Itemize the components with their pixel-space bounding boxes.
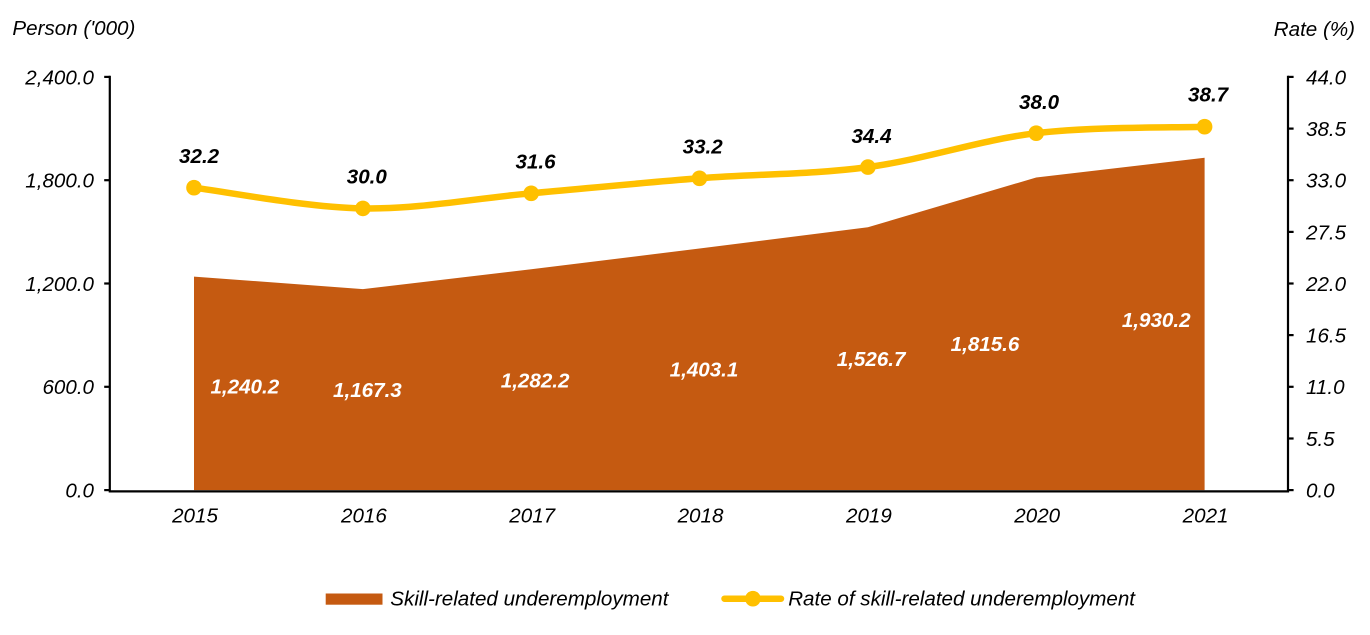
svg-text:1,282.2: 1,282.2 — [501, 369, 570, 392]
svg-text:1,815.6: 1,815.6 — [951, 333, 1020, 356]
svg-text:2016: 2016 — [340, 505, 387, 528]
svg-text:600.0: 600.0 — [42, 376, 94, 399]
svg-text:31.6: 31.6 — [515, 151, 556, 174]
svg-text:38.5: 38.5 — [1306, 118, 1347, 141]
svg-text:16.5: 16.5 — [1306, 325, 1347, 348]
svg-text:44.0: 44.0 — [1306, 66, 1347, 89]
svg-text:Skill-related underemployment: Skill-related underemployment — [390, 587, 669, 610]
svg-text:1,930.2: 1,930.2 — [1122, 309, 1191, 332]
svg-text:Rate of skill-related underemp: Rate of skill-related underemployment — [788, 587, 1136, 610]
svg-text:38.0: 38.0 — [1019, 91, 1060, 114]
svg-text:5.5: 5.5 — [1306, 428, 1335, 451]
svg-text:33.0: 33.0 — [1306, 170, 1347, 193]
svg-text:30.0: 30.0 — [347, 166, 388, 189]
svg-text:2015: 2015 — [171, 505, 218, 528]
svg-text:0.0: 0.0 — [1306, 480, 1335, 503]
svg-text:1,403.1: 1,403.1 — [670, 358, 739, 381]
svg-text:Person ('000): Person ('000) — [12, 17, 135, 40]
svg-text:1,200.0: 1,200.0 — [25, 273, 94, 296]
svg-text:34.4: 34.4 — [851, 125, 892, 148]
svg-text:2019: 2019 — [845, 505, 892, 528]
svg-text:27.5: 27.5 — [1305, 221, 1347, 244]
svg-text:2,400.0: 2,400.0 — [24, 66, 94, 89]
svg-text:Rate (%): Rate (%) — [1274, 18, 1355, 41]
svg-text:0.0: 0.0 — [65, 480, 94, 503]
svg-text:1,240.2: 1,240.2 — [210, 376, 279, 399]
svg-text:1,800.0: 1,800.0 — [25, 170, 94, 193]
svg-text:22.0: 22.0 — [1305, 273, 1347, 296]
svg-text:2017: 2017 — [508, 505, 556, 528]
svg-text:32.2: 32.2 — [179, 145, 220, 168]
svg-text:33.2: 33.2 — [683, 135, 724, 158]
svg-text:1,526.7: 1,526.7 — [837, 348, 907, 371]
svg-text:38.7: 38.7 — [1188, 84, 1230, 107]
svg-text:11.0: 11.0 — [1306, 376, 1345, 399]
svg-text:2020: 2020 — [1013, 505, 1060, 528]
svg-text:2018: 2018 — [677, 505, 724, 528]
svg-text:2021: 2021 — [1182, 505, 1229, 528]
svg-text:1,167.3: 1,167.3 — [333, 379, 402, 402]
